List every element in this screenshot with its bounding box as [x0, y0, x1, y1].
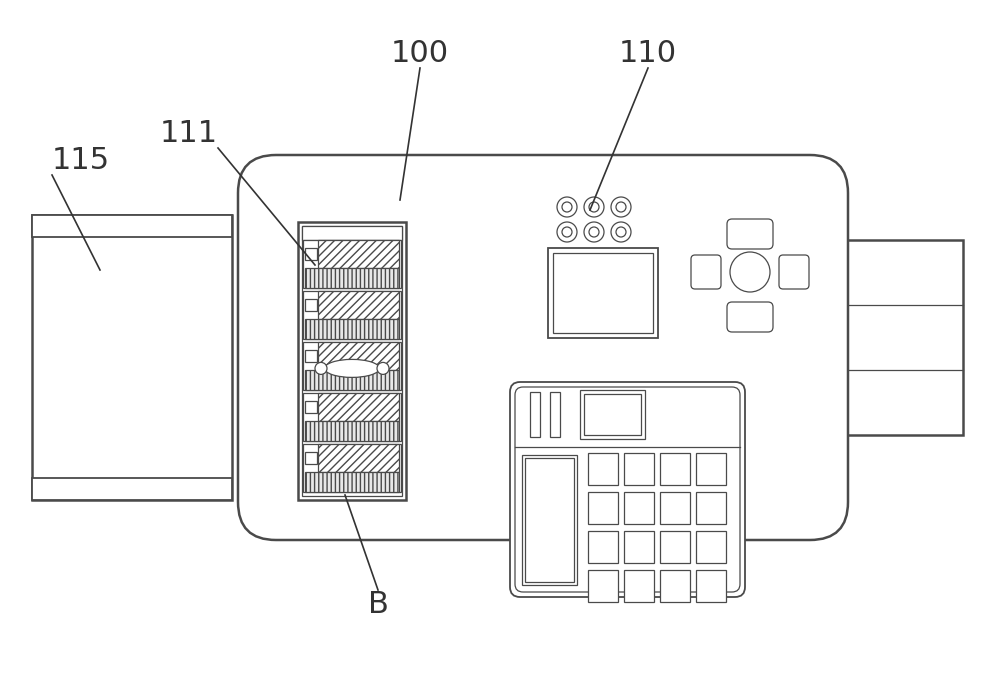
- Bar: [305, 401, 317, 413]
- Bar: [305, 472, 399, 492]
- Bar: [696, 492, 726, 524]
- Bar: [303, 240, 401, 288]
- Bar: [303, 291, 401, 339]
- Circle shape: [616, 202, 626, 212]
- Bar: [660, 453, 690, 485]
- Text: B: B: [368, 590, 388, 619]
- Bar: [588, 492, 618, 524]
- Bar: [660, 531, 690, 563]
- Bar: [32, 478, 232, 500]
- Bar: [588, 453, 618, 485]
- Bar: [318, 291, 399, 319]
- Bar: [318, 444, 399, 472]
- Bar: [305, 319, 399, 339]
- Bar: [624, 492, 654, 524]
- Bar: [318, 393, 399, 421]
- Bar: [305, 452, 317, 464]
- Bar: [303, 393, 401, 441]
- Text: 110: 110: [619, 39, 677, 68]
- Bar: [305, 370, 399, 390]
- Circle shape: [611, 222, 631, 242]
- Bar: [32, 215, 232, 500]
- Bar: [522, 455, 577, 585]
- Ellipse shape: [324, 359, 380, 378]
- Circle shape: [562, 202, 572, 212]
- Bar: [305, 268, 399, 288]
- Bar: [305, 421, 399, 441]
- FancyBboxPatch shape: [779, 255, 809, 289]
- Circle shape: [611, 197, 631, 217]
- Bar: [305, 248, 317, 260]
- Bar: [696, 570, 726, 602]
- Bar: [696, 531, 726, 563]
- Bar: [305, 350, 317, 362]
- Bar: [318, 240, 399, 268]
- Circle shape: [315, 362, 327, 374]
- Text: 100: 100: [391, 39, 449, 68]
- Bar: [624, 531, 654, 563]
- Bar: [530, 392, 540, 437]
- Bar: [302, 226, 402, 240]
- Text: 115: 115: [52, 146, 110, 175]
- Bar: [660, 570, 690, 602]
- Circle shape: [589, 227, 599, 237]
- Circle shape: [557, 222, 577, 242]
- Bar: [838, 240, 963, 435]
- Bar: [302, 226, 402, 496]
- Bar: [318, 342, 399, 370]
- Bar: [550, 392, 560, 437]
- Circle shape: [730, 252, 770, 292]
- Circle shape: [616, 227, 626, 237]
- Bar: [303, 444, 401, 492]
- FancyBboxPatch shape: [727, 219, 773, 249]
- Circle shape: [584, 222, 604, 242]
- Circle shape: [377, 362, 389, 374]
- Bar: [553, 253, 653, 333]
- Circle shape: [562, 227, 572, 237]
- Bar: [580, 390, 645, 439]
- FancyBboxPatch shape: [510, 382, 745, 597]
- Circle shape: [557, 197, 577, 217]
- FancyBboxPatch shape: [238, 155, 848, 540]
- Bar: [525, 458, 574, 582]
- Bar: [584, 394, 641, 435]
- Bar: [660, 492, 690, 524]
- Bar: [298, 222, 406, 500]
- FancyBboxPatch shape: [691, 255, 721, 289]
- Circle shape: [584, 197, 604, 217]
- Bar: [588, 531, 618, 563]
- Bar: [696, 453, 726, 485]
- Bar: [588, 570, 618, 602]
- Bar: [32, 215, 232, 237]
- Bar: [303, 342, 401, 390]
- Bar: [548, 248, 658, 338]
- Bar: [624, 453, 654, 485]
- FancyBboxPatch shape: [727, 302, 773, 332]
- Bar: [305, 299, 317, 311]
- Circle shape: [589, 202, 599, 212]
- Bar: [624, 570, 654, 602]
- Text: 111: 111: [160, 119, 218, 148]
